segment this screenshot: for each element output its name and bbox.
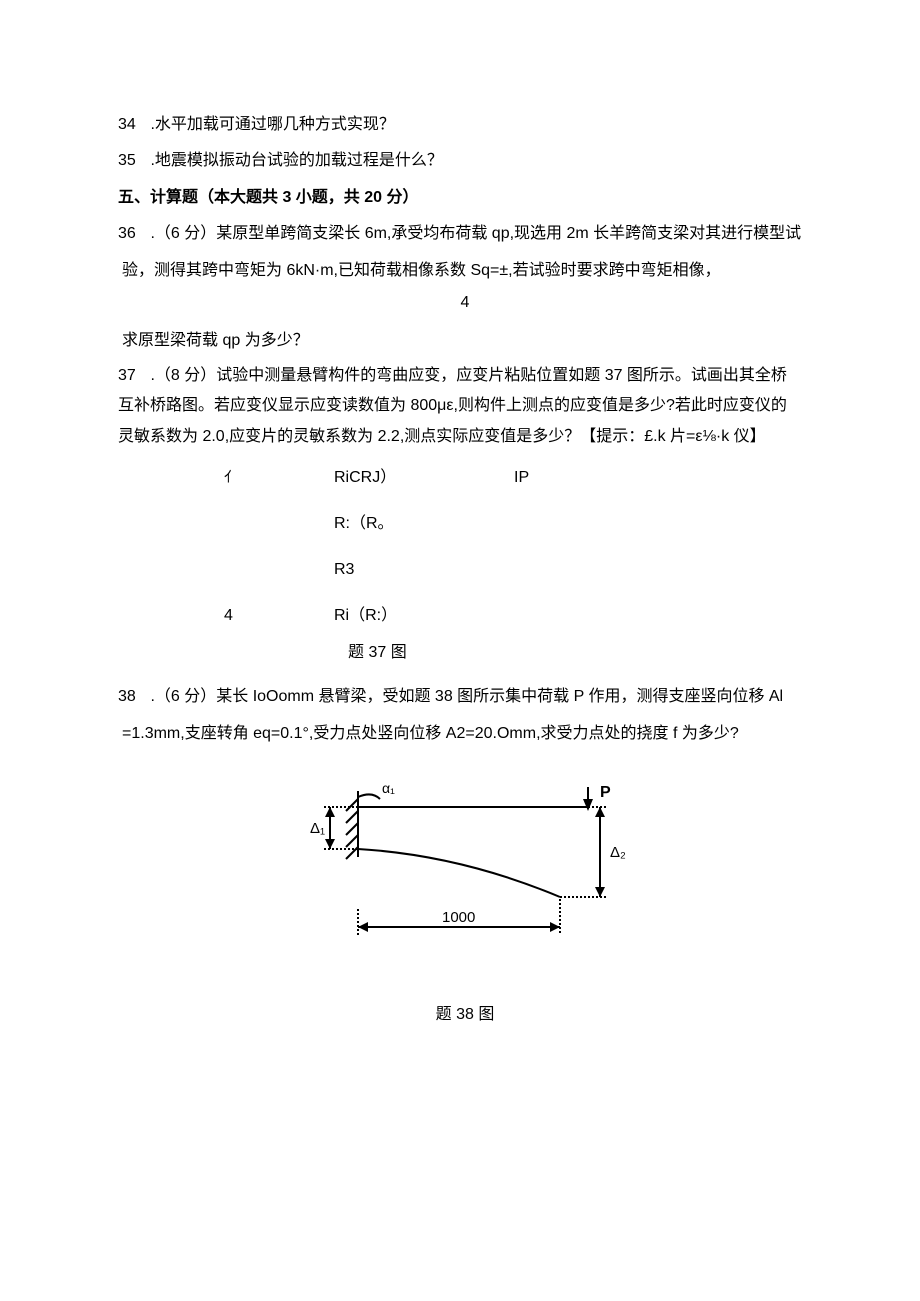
q38-text1: .（6 分）某长 IoOomm 悬臂梁，受如题 38 图所示集中荷载 P 作用，… xyxy=(150,688,783,705)
q37-caption: 题 37 图 xyxy=(348,638,812,668)
label-p: P xyxy=(600,784,611,801)
question-36-line3: 求原型梁荷载 qp 为多少？ xyxy=(118,326,812,356)
q37-r4c2: Ri（R:） xyxy=(334,600,514,632)
q37-row1: ｲ RiCRJ） IP xyxy=(224,462,812,494)
question-36-line2: 验，测得其跨中弯矩为 6kN·m,已知荷载相像系数 Sq=±,若试验时要求跨中弯… xyxy=(118,256,812,286)
q37-r3c2: R3 xyxy=(334,554,514,586)
q35-text: .地震模拟振动台试验的加载过程是什么？ xyxy=(150,152,442,169)
q38-figure-wrap: α₁ Δ₁ Δ₂ P 1000 xyxy=(118,769,812,970)
q36-number: 36 xyxy=(118,219,146,249)
question-38-line1: 38 .（6 分）某长 IoOomm 悬臂梁，受如题 38 图所示集中荷载 P … xyxy=(118,682,812,712)
label-alpha1: α₁ xyxy=(382,780,395,796)
q37-diagram-block: ｲ RiCRJ） IP R:（R。 R3 4 Ri（R:） xyxy=(224,462,812,632)
q37-r1c1: ｲ xyxy=(224,462,334,494)
question-37-line3: 灵敏系数为 2.0,应变片的灵敏系数为 2.2,测点实际应变值是多少？【提示：£… xyxy=(118,422,812,452)
q37-text1: .（8 分）试验中测量悬臂构件的弯曲应变，应变片粘贴位置如题 37 图所示。试画… xyxy=(150,367,786,384)
q34-number: 34 xyxy=(118,110,146,140)
q37-r1c2: RiCRJ） xyxy=(334,462,514,494)
label-delta1: Δ₁ xyxy=(310,820,325,837)
page: 34 .水平加载可通过哪几种方式实现？ 35 .地震模拟振动台试验的加载过程是什… xyxy=(0,0,920,1301)
q37-row2: R:（R。 xyxy=(224,508,812,540)
q37-row4: 4 Ri（R:） xyxy=(224,600,812,632)
question-34: 34 .水平加载可通过哪几种方式实现？ xyxy=(118,110,812,140)
q37-r2c2: R:（R。 xyxy=(334,508,514,540)
q38-caption: 题 38 图 xyxy=(118,1000,812,1030)
q37-r4c1: 4 xyxy=(224,600,334,632)
question-38-line2: =1.3mm,支座转角 eq=0.1°,受力点处竖向位移 A2=20.Omm,求… xyxy=(118,719,812,749)
label-delta2: Δ₂ xyxy=(610,844,626,861)
question-36-line1: 36 .（6 分）某原型单跨简支梁长 6m,承受均布荷载 qp,现选用 2m 长… xyxy=(118,219,812,249)
q35-number: 35 xyxy=(118,146,146,176)
q37-row3: R3 xyxy=(224,554,812,586)
q37-r1c3: IP xyxy=(514,462,574,494)
section-5-heading: 五、计算题（本大题共 3 小题，共 20 分） xyxy=(118,183,812,213)
question-36-frac: 4 xyxy=(118,288,812,318)
q36-text1: .（6 分）某原型单跨简支梁长 6m,承受均布荷载 qp,现选用 2m 长羊跨简… xyxy=(150,225,801,242)
q38-number: 38 xyxy=(118,682,146,712)
question-35: 35 .地震模拟振动台试验的加载过程是什么？ xyxy=(118,146,812,176)
q37-number: 37 xyxy=(118,361,146,391)
label-span: 1000 xyxy=(442,909,475,926)
q34-text: .水平加载可通过哪几种方式实现？ xyxy=(150,116,394,133)
question-37-line1: 37 .（8 分）试验中测量悬臂构件的弯曲应变，应变片粘贴位置如题 37 图所示… xyxy=(118,361,812,391)
question-37-line2: 互补桥路图。若应变仪显示应变读数值为 800με,则构件上测点的应变值是多少?若… xyxy=(118,391,812,421)
q38-figure-svg: α₁ Δ₁ Δ₂ P 1000 xyxy=(300,769,630,959)
